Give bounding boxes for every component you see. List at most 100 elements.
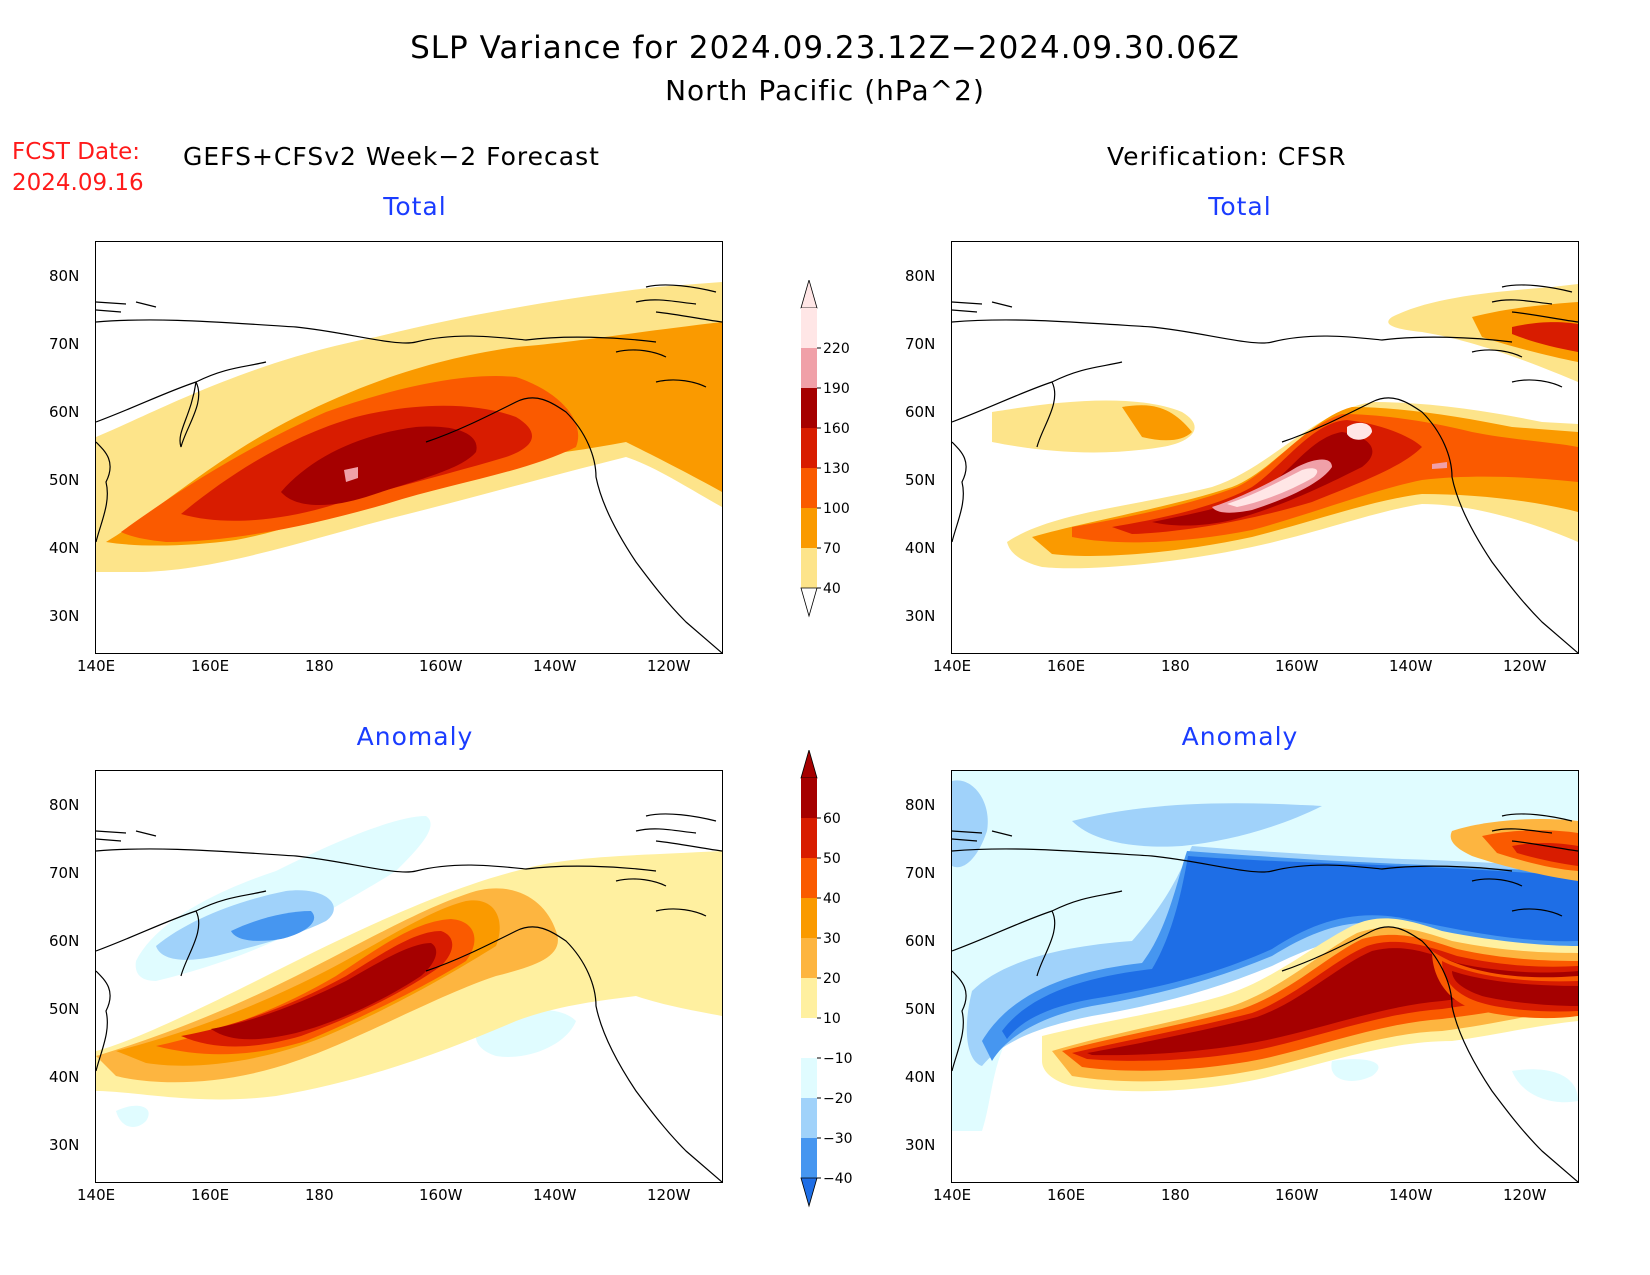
lon-tick-label: 140E [77, 657, 116, 675]
fcst-total-coastlines [96, 284, 722, 653]
lat-tick-label: 40N [49, 1068, 80, 1086]
lon-tick-label: 160E [191, 1186, 230, 1204]
colorbar-swatch [801, 1058, 817, 1098]
colorbar-swatch [801, 548, 817, 588]
lon-tick-label: 120W [1503, 657, 1547, 675]
lat-tick-label: 70N [905, 864, 936, 882]
lat-tick-label: 30N [905, 1136, 936, 1154]
lon-tick-label: 160W [1275, 1186, 1319, 1204]
lat-tick-label: 50N [905, 471, 936, 489]
colorbar-swatch [801, 388, 817, 428]
colorbar-level-label: 40 [823, 581, 841, 597]
lat-tick-label: 80N [905, 796, 936, 814]
lon-tick-label: 120W [647, 1186, 691, 1204]
fcst-date-value: 2024.09.16 [12, 170, 144, 196]
colorbar-level-label: −30 [823, 1131, 853, 1147]
colorbar-swatch [801, 1018, 817, 1058]
lat-tick-label: 60N [905, 932, 936, 950]
fcst-anomaly-contours [96, 816, 722, 1127]
lat-tick-label: 40N [49, 539, 80, 557]
verif-total-title: Total [1208, 192, 1272, 221]
lat-tick-label: 30N [905, 607, 936, 625]
lon-tick-label: 140W [1389, 1186, 1433, 1204]
colorbar-swatch [801, 858, 817, 898]
colorbar-upper-arrow [800, 750, 818, 779]
verif-anomaly-title: Anomaly [1181, 722, 1299, 751]
lon-tick-label: 120W [1503, 1186, 1547, 1204]
colorbar-level-label: 190 [823, 381, 850, 397]
colorbar-swatch [801, 898, 817, 938]
verif-anomaly-coastlines [952, 813, 1578, 1182]
lon-tick-label: 140E [933, 657, 972, 675]
lat-tick-label: 40N [905, 1068, 936, 1086]
main-title: SLP Variance for 2024.09.23.12Z−2024.09.… [410, 30, 1240, 66]
lat-tick-label: 50N [49, 1000, 80, 1018]
colorbar-swatch [801, 428, 817, 468]
fcst-anomaly-map [95, 770, 723, 1183]
fcst-date-block: FCST Date: 2024.09.16 [12, 137, 144, 199]
colorbar-lower-arrow [800, 1177, 818, 1208]
lat-tick-label: 30N [49, 607, 80, 625]
colorbar-upper-arrow [800, 280, 818, 309]
lat-tick-label: 80N [49, 267, 80, 285]
verification-column-title: Verification: CFSR [1107, 142, 1347, 171]
fcst-anomaly-coastlines [96, 813, 722, 1182]
colorbar-lower-arrow [800, 587, 818, 618]
colorbar-swatch [801, 978, 817, 1018]
lat-tick-label: 80N [49, 796, 80, 814]
main-subtitle: North Pacific (hPa^2) [665, 74, 985, 107]
lon-tick-label: 140W [1389, 657, 1433, 675]
colorbar-swatch [801, 938, 817, 978]
colorbar-swatch [801, 1098, 817, 1138]
lat-tick-label: 60N [49, 403, 80, 421]
lon-tick-label: 160E [191, 657, 230, 675]
verif-anomaly-contours [952, 771, 1578, 1182]
colorbar-swatch [801, 468, 817, 508]
forecast-column-title: GEFS+CFSv2 Week−2 Forecast [183, 142, 600, 171]
lon-tick-label: 160W [1275, 657, 1319, 675]
lat-tick-label: 50N [49, 471, 80, 489]
colorbar-level-label: 10 [823, 1011, 841, 1027]
colorbar-swatch [801, 1138, 817, 1178]
colorbar-level-label: 60 [823, 811, 841, 827]
verif-anomaly-map [951, 770, 1579, 1183]
lon-tick-label: 120W [647, 657, 691, 675]
colorbar-level-label: 160 [823, 421, 850, 437]
lat-tick-label: 30N [49, 1136, 80, 1154]
fcst-date-label: FCST Date: [12, 139, 140, 165]
colorbar-level-label: 100 [823, 501, 850, 517]
fcst-anomaly-title: Anomaly [356, 722, 474, 751]
colorbar-swatch [801, 818, 817, 858]
lat-tick-label: 60N [49, 932, 80, 950]
verif-total-coastlines [952, 284, 1578, 653]
colorbar-swatch [801, 778, 817, 818]
colorbar-level-label: 40 [823, 891, 841, 907]
colorbar-level-label: 50 [823, 851, 841, 867]
lat-tick-label: 60N [905, 403, 936, 421]
colorbar-level-label: 20 [823, 971, 841, 987]
fcst-total-contours [96, 282, 722, 572]
lat-tick-label: 40N [905, 539, 936, 557]
verif-total-map [951, 241, 1579, 654]
colorbar-level-label: 70 [823, 541, 841, 557]
colorbar-swatch [801, 508, 817, 548]
verif-total-contours [992, 284, 1578, 569]
lon-tick-label: 160W [419, 657, 463, 675]
fcst-total-map [95, 241, 723, 654]
colorbar-level-label: −20 [823, 1091, 853, 1107]
lon-tick-label: 160E [1047, 657, 1086, 675]
lat-tick-label: 70N [49, 864, 80, 882]
colorbar-level-label: −10 [823, 1051, 853, 1067]
lon-tick-label: 180 [305, 1186, 334, 1204]
lon-tick-label: 160E [1047, 1186, 1086, 1204]
lon-tick-label: 180 [305, 657, 334, 675]
lat-tick-label: 80N [905, 267, 936, 285]
lat-tick-label: 70N [49, 335, 80, 353]
colorbar-level-label: 130 [823, 461, 850, 477]
colorbar-swatch [801, 308, 817, 348]
colorbar-level-label: 220 [823, 341, 850, 357]
lon-tick-label: 140W [533, 657, 577, 675]
colorbar-anomaly: 60 50 40 30 20 10 −10 −20 −30 −40 [800, 750, 853, 1208]
fcst-total-title: Total [383, 192, 447, 221]
colorbar-level-label: 30 [823, 931, 841, 947]
